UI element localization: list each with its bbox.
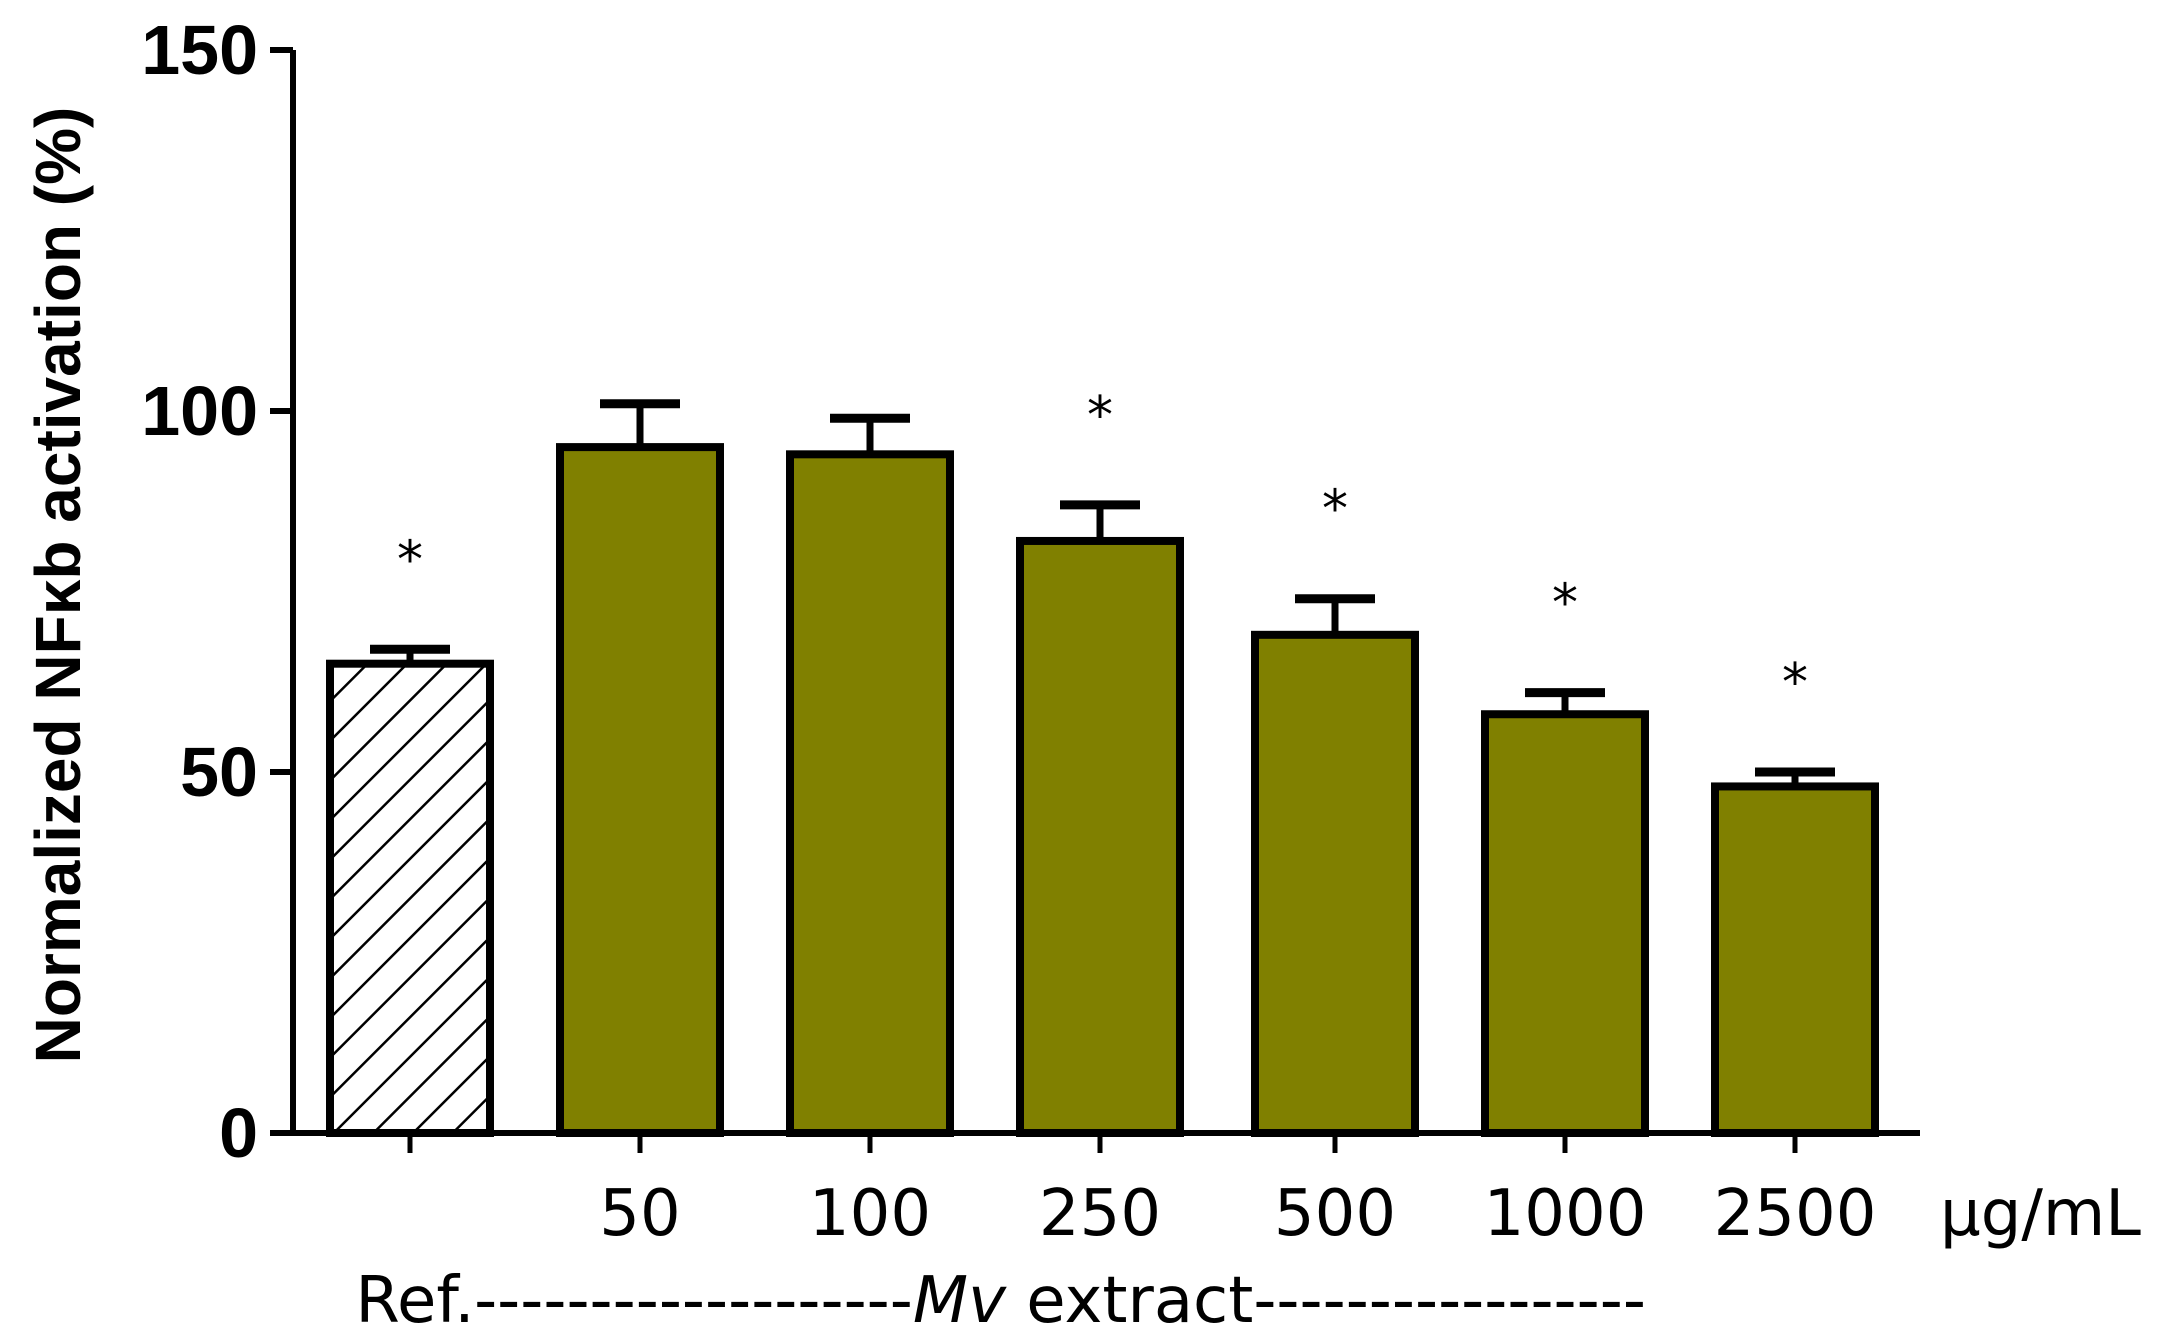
bar xyxy=(1016,536,1184,1137)
bars-layer: * * * * * xyxy=(326,386,1879,1138)
group-label-reference: Ref. xyxy=(355,1264,474,1338)
bar xyxy=(556,443,724,1138)
significance-marker: * xyxy=(397,530,423,590)
bar xyxy=(786,450,954,1137)
x-unit-label: μg/mL xyxy=(1940,1177,2141,1251)
group-label-extract: -------------------Mv extract-----------… xyxy=(474,1264,1646,1338)
y-tick-label: 100 xyxy=(141,372,258,450)
group-dashes-right: ----------------- xyxy=(1253,1264,1646,1338)
y-tick-label: 0 xyxy=(219,1094,258,1172)
x-tick-label: 500 xyxy=(1274,1177,1396,1251)
bar xyxy=(1251,630,1419,1137)
group-dashes-left: ------------------- xyxy=(474,1264,913,1338)
bar xyxy=(1711,782,1879,1137)
significance-marker: * xyxy=(1087,386,1113,446)
significance-marker: * xyxy=(1782,653,1808,713)
y-tick-label: 150 xyxy=(141,11,258,89)
significance-marker: * xyxy=(1322,480,1348,540)
significance-marker: * xyxy=(1552,574,1578,634)
group-label-mv: Mv xyxy=(913,1264,1007,1338)
x-tick-label: 1000 xyxy=(1484,1177,1647,1251)
y-tick-label: 50 xyxy=(180,733,258,811)
x-ticks: 50 100 250 500 1000 2500 xyxy=(407,1133,1877,1251)
group-label-extract-text: extract xyxy=(1006,1264,1253,1338)
x-tick-label: 100 xyxy=(809,1177,931,1251)
y-ticks: 0 50 100 150 xyxy=(141,11,293,1172)
x-tick-label: 250 xyxy=(1039,1177,1161,1251)
x-tick-label: 2500 xyxy=(1714,1177,1877,1251)
bar xyxy=(1481,710,1649,1137)
x-tick-label: 50 xyxy=(599,1177,680,1251)
bar xyxy=(326,659,494,1137)
y-axis-label: Normalized NFκb activation (%) xyxy=(22,107,94,1064)
